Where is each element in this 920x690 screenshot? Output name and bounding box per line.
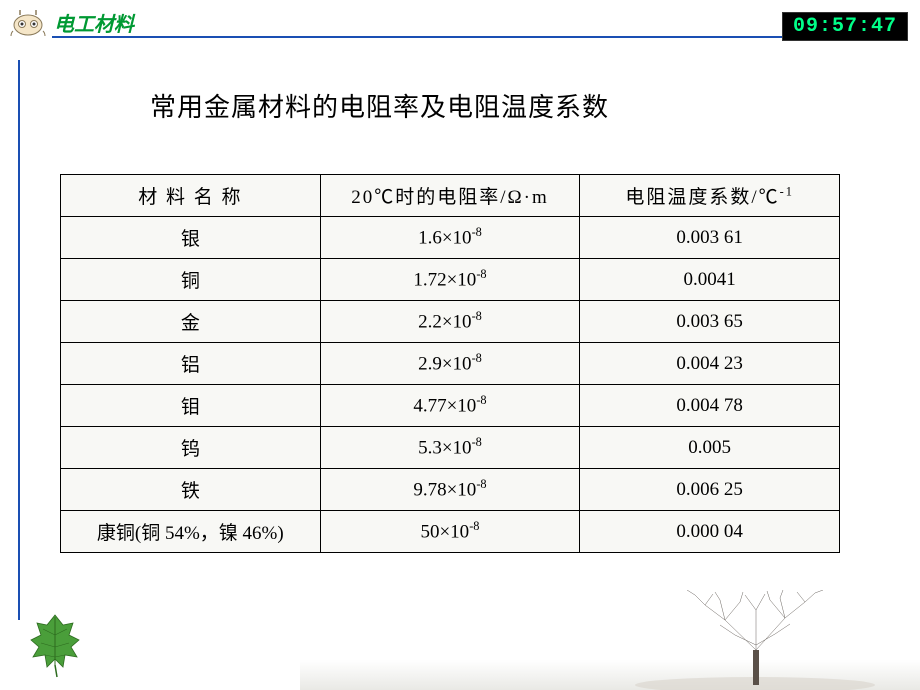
table-row: 钨5.3×10-80.005	[61, 427, 840, 469]
cell-resistivity: 50×10-8	[320, 511, 580, 553]
table-row: 银1.6×10-80.003 61	[61, 217, 840, 259]
table-row: 铝2.9×10-80.004 23	[61, 343, 840, 385]
cell-resistivity: 1.72×10-8	[320, 259, 580, 301]
cell-resistivity: 9.78×10-8	[320, 469, 580, 511]
tree-icon	[625, 590, 885, 690]
col-header-name: 材 料 名 称	[61, 175, 321, 217]
cell-tempcoef: 0.0041	[580, 259, 840, 301]
vertical-rule	[18, 60, 20, 620]
cell-resistivity: 5.3×10-8	[320, 427, 580, 469]
cell-name: 铁	[61, 469, 321, 511]
cell-resistivity: 2.2×10-8	[320, 301, 580, 343]
col-header-tempcoef: 电阻温度系数/℃-1	[580, 175, 840, 217]
cell-name: 银	[61, 217, 321, 259]
cell-tempcoef: 0.004 78	[580, 385, 840, 427]
cell-name: 金	[61, 301, 321, 343]
cell-tempcoef: 0.004 23	[580, 343, 840, 385]
main-content: 常用金属材料的电阻率及电阻温度系数 材 料 名 称 20℃时的电阻率/Ω·m 电…	[40, 87, 920, 553]
cell-name: 钼	[61, 385, 321, 427]
mascot-icon	[10, 9, 46, 37]
leaf-icon	[20, 610, 90, 680]
cell-name: 铝	[61, 343, 321, 385]
cell-tempcoef: 0.005	[580, 427, 840, 469]
cell-name: 钨	[61, 427, 321, 469]
table-row: 钼4.77×10-80.004 78	[61, 385, 840, 427]
header-title: 电工材料	[54, 8, 134, 37]
cell-tempcoef: 0.006 25	[580, 469, 840, 511]
cell-name: 铜	[61, 259, 321, 301]
col-header-resistivity: 20℃时的电阻率/Ω·m	[320, 175, 580, 217]
cell-name: 康铜(铜 54%，镍 46%)	[61, 511, 321, 553]
table-header-row: 材 料 名 称 20℃时的电阻率/Ω·m 电阻温度系数/℃-1	[61, 175, 840, 217]
table-row: 康铜(铜 54%，镍 46%)50×10-80.000 04	[61, 511, 840, 553]
cell-resistivity: 2.9×10-8	[320, 343, 580, 385]
table-row: 铜1.72×10-80.0041	[61, 259, 840, 301]
cell-tempcoef: 0.003 61	[580, 217, 840, 259]
cell-resistivity: 4.77×10-8	[320, 385, 580, 427]
resistivity-table: 材 料 名 称 20℃时的电阻率/Ω·m 电阻温度系数/℃-1 银1.6×10-…	[60, 174, 840, 553]
cell-resistivity: 1.6×10-8	[320, 217, 580, 259]
cell-tempcoef: 0.000 04	[580, 511, 840, 553]
table-row: 金2.2×10-80.003 65	[61, 301, 840, 343]
header-underline	[52, 36, 908, 38]
page-title: 常用金属材料的电阻率及电阻温度系数	[150, 87, 920, 124]
digital-clock: 09:57:47	[782, 12, 908, 41]
table-row: 铁9.78×10-80.006 25	[61, 469, 840, 511]
table-body: 银1.6×10-80.003 61铜1.72×10-80.0041金2.2×10…	[61, 217, 840, 553]
cell-tempcoef: 0.003 65	[580, 301, 840, 343]
